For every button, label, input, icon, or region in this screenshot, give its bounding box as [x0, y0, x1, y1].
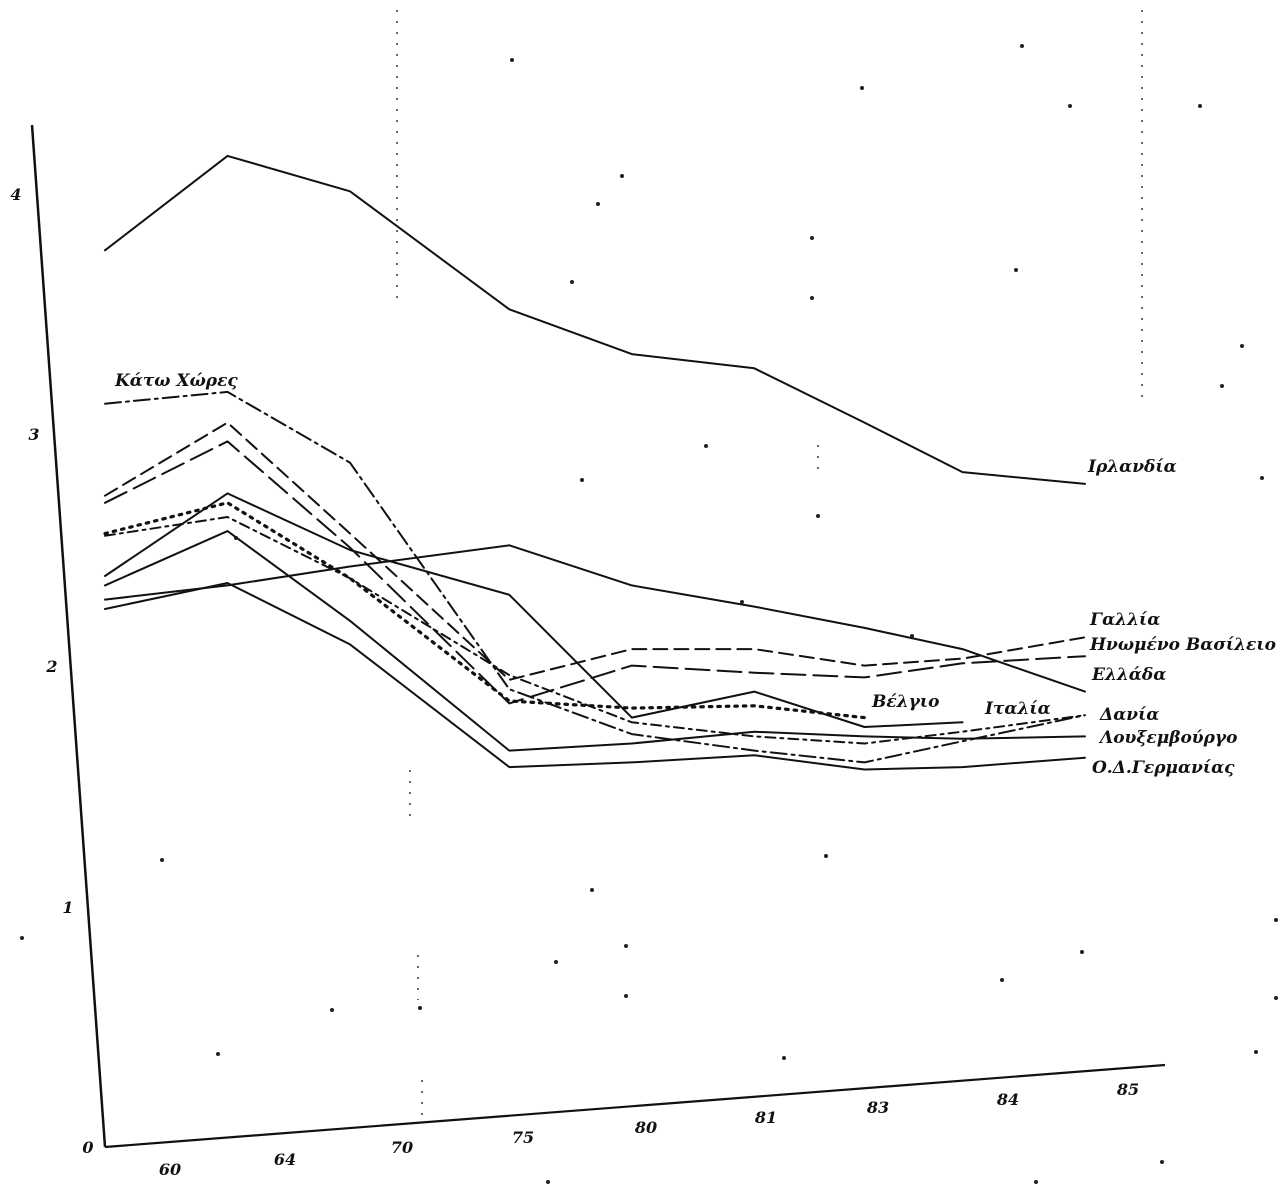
noise-dot: [824, 854, 828, 858]
noise-dot: [624, 994, 628, 998]
noise-dot: [330, 1008, 334, 1012]
noise-dot: [510, 58, 514, 62]
noise-dot: [624, 944, 628, 948]
y-tick-label: 3: [28, 425, 39, 444]
noise-dot: [1014, 268, 1018, 272]
x-tick-label: 83: [866, 1098, 889, 1117]
noise-dot: [1240, 344, 1244, 348]
series-label: Ηνωμένο Βασίλειο: [1089, 635, 1276, 655]
x-tick-label: 85: [1116, 1080, 1139, 1099]
noise-dot: [570, 280, 574, 284]
noise-dot: [1080, 950, 1084, 954]
noise-dot: [554, 960, 558, 964]
noise-dot: [810, 296, 814, 300]
noise-dot: [1220, 384, 1224, 388]
noise-dot: [782, 1056, 786, 1060]
noise-dot: [580, 478, 584, 482]
x-axis: [104, 1063, 1166, 1149]
noise-dot: [1034, 1180, 1038, 1184]
x-tick-label: 64: [274, 1150, 296, 1169]
series-line: [104, 544, 1086, 693]
noise-dot: [816, 514, 820, 518]
x-tick-label: 84: [996, 1090, 1019, 1109]
series-labels: Ιρλανδία Κάτω Χώρες Γαλλία Ηνωμένο Βασίλειο…: [114, 371, 1276, 778]
noise-dot: [1254, 1050, 1258, 1054]
series-label: Κάτω Χώρες: [114, 371, 238, 391]
y-tick-label: 2: [45, 657, 57, 676]
noise-dot: [160, 858, 164, 862]
x-tick-labels: 60 64 70 75 80 81 83 84 85: [159, 1080, 1139, 1179]
series-line: [104, 516, 1086, 745]
series-line: [104, 421, 1086, 681]
x-tick-label: 75: [512, 1128, 534, 1147]
y-axis: [30, 124, 107, 1148]
noise-dot: [20, 936, 24, 940]
series-label: Ελλάδα: [1091, 665, 1166, 685]
series-label: Λουξεμβούργο: [1098, 728, 1237, 748]
noise-dot: [704, 444, 708, 448]
y-tick-label: 1: [62, 898, 73, 917]
series-label: Ο.Δ.Γερμανίας: [1092, 758, 1235, 778]
series-line: [104, 154, 1086, 485]
series-label: Δανία: [1099, 705, 1159, 725]
noise-dot: [1020, 44, 1024, 48]
noise-dot: [418, 1006, 422, 1010]
y-tick-labels: 0 1 2 3 4: [10, 185, 93, 1157]
series-label: Ιταλία: [984, 699, 1051, 719]
x-tick-label: 70: [391, 1138, 413, 1157]
series-line: [104, 492, 964, 728]
noise-dot: [1198, 104, 1202, 108]
y-tick-label: 0: [82, 1138, 93, 1157]
series-label: Ιρλανδία: [1087, 457, 1177, 477]
series-label: Γαλλία: [1089, 610, 1160, 630]
series-line: [104, 530, 1086, 752]
x-tick-label: 80: [634, 1118, 657, 1137]
noise-dot: [1274, 918, 1278, 922]
noise-dot: [216, 1052, 220, 1056]
noise-dot: [1000, 978, 1004, 982]
noise-dot: [546, 1180, 550, 1184]
y-tick-label: 4: [10, 185, 21, 204]
series-line: [103, 501, 867, 720]
noise-dot: [740, 600, 744, 604]
series-line: [104, 440, 1086, 705]
series-line: [104, 582, 1086, 771]
noise-dot: [810, 236, 814, 240]
noise-dot: [1260, 476, 1264, 480]
noise-dot: [1068, 104, 1072, 108]
series-line: [104, 390, 1086, 764]
noise-dot: [860, 86, 864, 90]
noise-dot: [1274, 996, 1278, 1000]
noise-dot: [620, 174, 624, 178]
scan-noise: [20, 10, 1278, 1184]
x-tick-label: 81: [754, 1108, 777, 1127]
noise-dot: [590, 888, 594, 892]
axes: [30, 124, 1166, 1149]
noise-dot: [1160, 1160, 1164, 1164]
x-tick-label: 60: [159, 1160, 181, 1179]
noise-dot: [596, 202, 600, 206]
series-label: Βέλγιο: [871, 692, 939, 712]
series-lines: [103, 154, 1086, 771]
